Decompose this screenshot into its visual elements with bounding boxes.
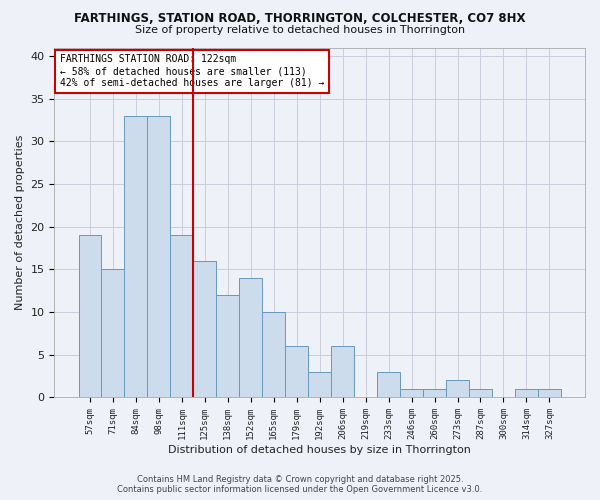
Bar: [331, 346, 354, 398]
X-axis label: Distribution of detached houses by size in Thorrington: Distribution of detached houses by size …: [168, 445, 471, 455]
Bar: [515, 389, 538, 398]
Bar: [79, 236, 101, 398]
Bar: [423, 389, 446, 398]
Bar: [377, 372, 400, 398]
Bar: [170, 236, 193, 398]
Text: FARTHINGS STATION ROAD: 122sqm
← 58% of detached houses are smaller (113)
42% of: FARTHINGS STATION ROAD: 122sqm ← 58% of …: [60, 54, 324, 88]
Bar: [446, 380, 469, 398]
Text: Contains HM Land Registry data © Crown copyright and database right 2025.
Contai: Contains HM Land Registry data © Crown c…: [118, 474, 482, 494]
Bar: [193, 261, 217, 398]
Bar: [148, 116, 170, 398]
Y-axis label: Number of detached properties: Number of detached properties: [15, 135, 25, 310]
Bar: [308, 372, 331, 398]
Bar: [469, 389, 492, 398]
Bar: [400, 389, 423, 398]
Text: Size of property relative to detached houses in Thorrington: Size of property relative to detached ho…: [135, 25, 465, 35]
Bar: [101, 270, 124, 398]
Bar: [538, 389, 561, 398]
Bar: [239, 278, 262, 398]
Text: FARTHINGS, STATION ROAD, THORRINGTON, COLCHESTER, CO7 8HX: FARTHINGS, STATION ROAD, THORRINGTON, CO…: [74, 12, 526, 26]
Bar: [285, 346, 308, 398]
Bar: [217, 295, 239, 398]
Bar: [124, 116, 148, 398]
Bar: [262, 312, 285, 398]
